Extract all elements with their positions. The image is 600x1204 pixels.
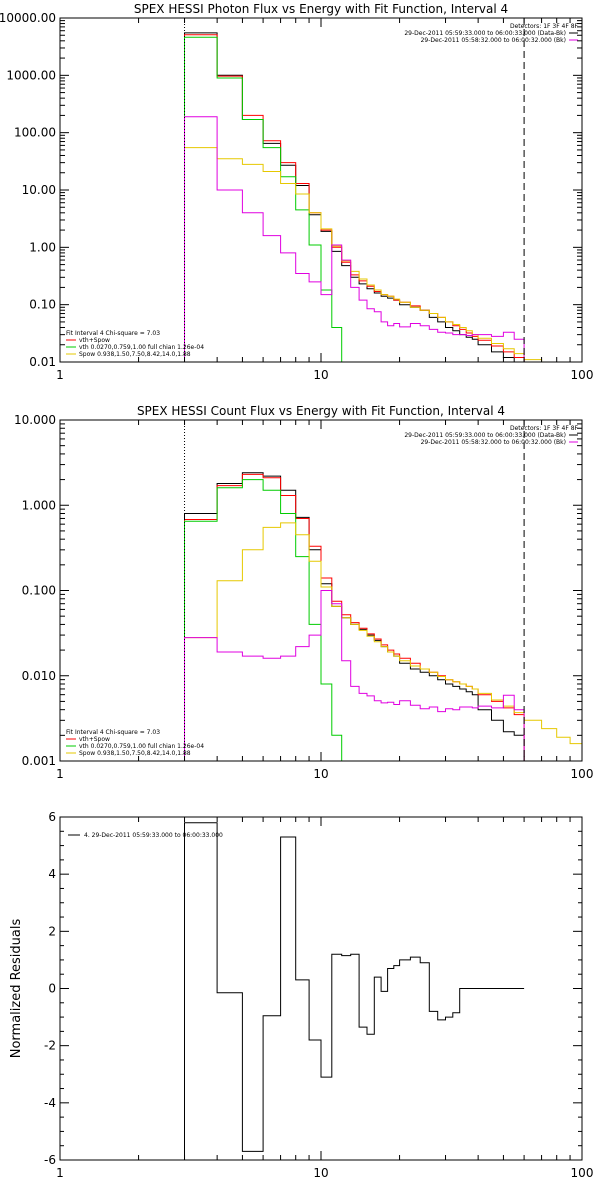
x-tick-label: 10 [313, 767, 328, 781]
legend-entry-label: Spow 0.938,1.50,7.50,8.42,14.0,1.88 [79, 351, 191, 358]
y-tick-label: 0.010 [22, 669, 56, 683]
y-tick-label: 1.000 [22, 498, 56, 512]
y-tick-label: 0.001 [22, 754, 56, 768]
legend-entry-label: 29-Dec-2011 05:58:32.000 to 06:00:32.000… [421, 439, 566, 446]
legend-header: Detectors: 1F 3F 4F 8F [510, 425, 579, 432]
y-tick-label: 6 [48, 810, 56, 824]
x-tick-label: 100 [571, 368, 594, 382]
series-line-thermal [184, 479, 343, 761]
y-tick-label: 10.00 [22, 183, 56, 197]
plot-frame [59, 17, 583, 363]
y-tick-label: 2 [48, 924, 56, 938]
series-line-data [184, 32, 525, 362]
series-line-power [184, 522, 582, 761]
y-tick-label: 1.00 [29, 240, 56, 254]
fit-summary: Fit Interval 4 Chi-square = 7.03 [66, 729, 160, 736]
y-tick-label: 1000.00 [6, 68, 56, 82]
y-tick-label: -6 [44, 1153, 56, 1167]
legend-entry-label: 29-Dec-2011 05:59:33.000 to 06:00:33.000… [404, 30, 566, 37]
legend-entry-label: 29-Dec-2011 05:58:32.000 to 06:00:32.000… [421, 37, 566, 44]
x-tick-label: 1 [56, 368, 64, 382]
series-line-background [184, 116, 525, 362]
series-line-total [184, 34, 525, 362]
y-tick-label: 0.10 [29, 298, 56, 312]
legend-entry-label: 29-Dec-2011 05:59:33.000 to 06:00:33.000… [404, 432, 566, 439]
y-tick-label: -2 [44, 1039, 56, 1053]
chart-title: SPEX HESSI Count Flux vs Energy with Fit… [137, 404, 505, 418]
y-tick-label: -4 [44, 1096, 56, 1110]
series-line-background [184, 590, 525, 761]
legend-entry-label: vth 0.0270,0.759,1.00 full chian 1.26e-0… [79, 344, 204, 351]
legend-header: Detectors: 1F 3F 4F 8F [510, 23, 579, 30]
legend-entry-label: vth 0.0270,0.759,1.00 full chian 1.26e-0… [79, 743, 204, 750]
legend-entry-label: Spow 0.938,1.50,7.50,8.42,14.0,1.88 [79, 750, 191, 757]
x-tick-label: 1 [56, 1166, 64, 1180]
y-tick-label: 0.100 [22, 584, 56, 598]
series-line-data [184, 472, 525, 761]
x-tick-label: 1 [56, 767, 64, 781]
y-tick-label: 4 [48, 867, 56, 881]
series-line-residuals [184, 822, 525, 1160]
y-axis-label: Normalized Residuals [9, 919, 24, 1059]
chart-title: SPEX HESSI Photon Flux vs Energy with Fi… [134, 2, 508, 16]
y-tick-label: 0.01 [29, 355, 56, 369]
y-tick-label: 100.00 [14, 126, 56, 140]
series-line-total [184, 473, 525, 761]
series-line-thermal [184, 36, 343, 362]
y-tick-label: 0 [48, 982, 56, 996]
x-tick-label: 10 [313, 1166, 328, 1180]
x-tick-label: 10 [313, 368, 328, 382]
series-line-power [184, 147, 543, 362]
y-tick-label: 10000.00 [0, 11, 56, 25]
fit-summary: Fit Interval 4 Chi-square = 7.03 [66, 330, 160, 337]
legend-entry-label: vth+Spow [79, 337, 110, 344]
y-tick-label: 10.000 [14, 413, 56, 427]
legend-entry-label: vth+Spow [79, 736, 110, 743]
x-tick-label: 100 [571, 767, 594, 781]
x-tick-label: 100 [571, 1166, 594, 1180]
legend-entry-label: 4. 29-Dec-2011 05:59:33.000 to 06:00:33.… [84, 832, 223, 839]
